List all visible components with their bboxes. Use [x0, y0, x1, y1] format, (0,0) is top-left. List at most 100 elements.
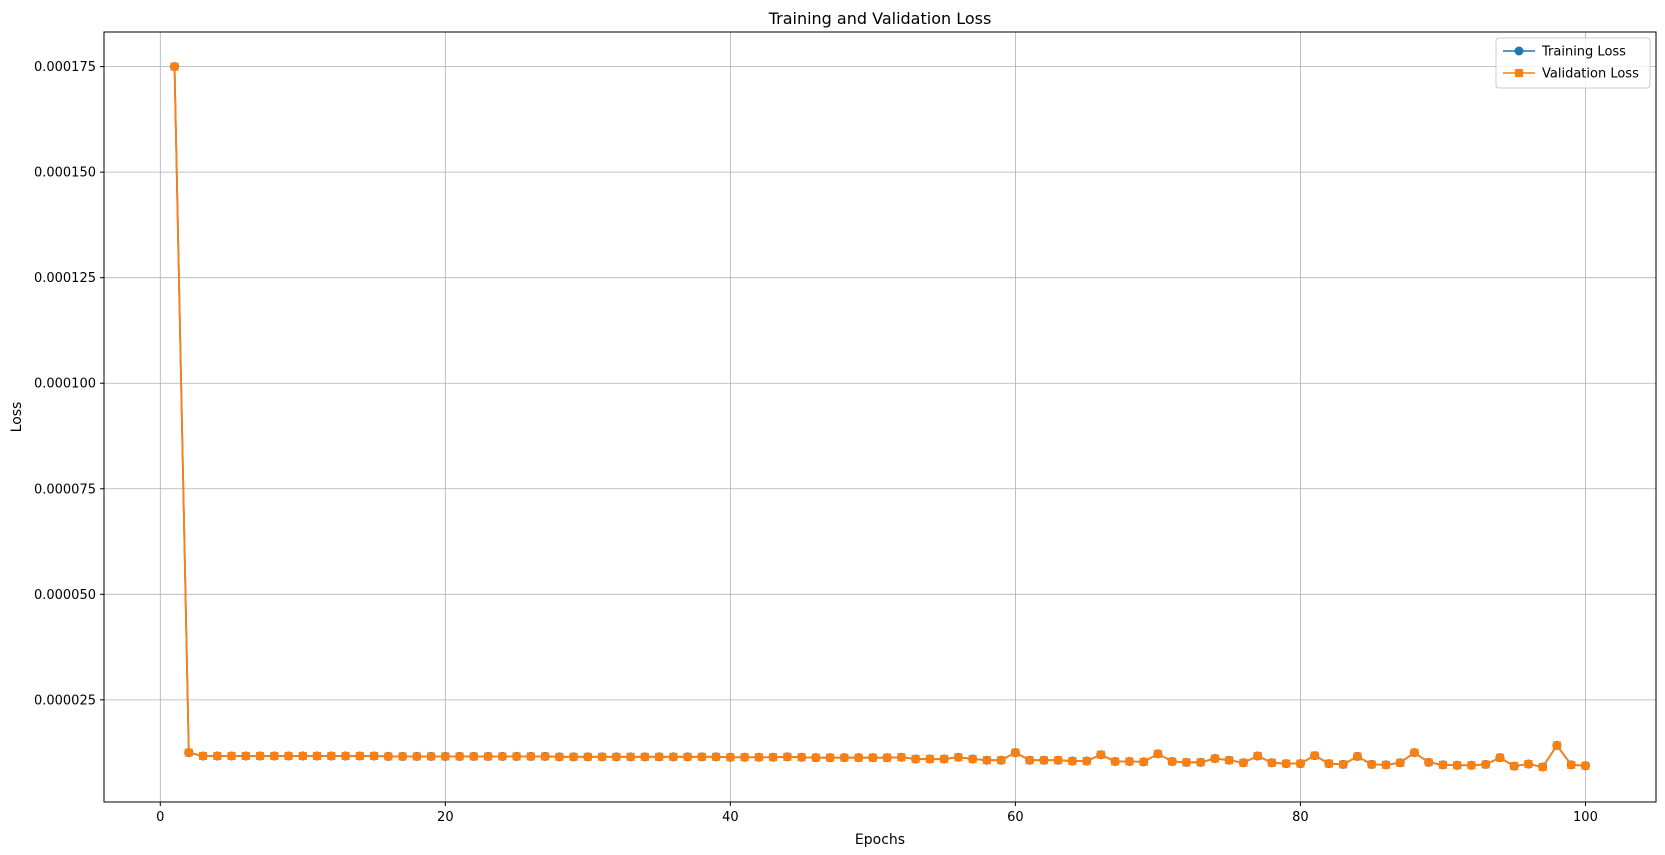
series-layer: [170, 62, 1590, 772]
validation-loss-point: [583, 752, 592, 761]
x-axis-label: Epochs: [855, 832, 905, 848]
validation-loss-point: [1225, 756, 1234, 765]
validation-loss-point: [427, 752, 436, 761]
validation-loss-point: [1552, 741, 1561, 750]
validation-loss-point: [184, 748, 193, 757]
x-tick-label: 100: [1573, 810, 1598, 825]
validation-loss-point: [313, 751, 322, 760]
y-tick-label: 0.000125: [34, 271, 96, 286]
validation-loss-point: [1168, 757, 1177, 766]
validation-loss-point: [697, 752, 706, 761]
validation-loss-point: [826, 753, 835, 762]
validation-loss-point: [256, 751, 265, 760]
validation-loss-point: [612, 752, 621, 761]
validation-loss-point: [398, 752, 407, 761]
validation-loss-point: [726, 753, 735, 762]
legend-validation-label: Validation Loss: [1542, 67, 1639, 82]
chart-title: Training and Validation Loss: [768, 9, 992, 28]
legend-validation-marker: [1515, 69, 1523, 77]
x-tick-label: 80: [1292, 810, 1309, 825]
legend-training-label: Training Loss: [1541, 45, 1626, 60]
validation-loss-point: [370, 751, 379, 760]
validation-loss-point: [1524, 760, 1533, 769]
validation-loss-point: [384, 752, 393, 761]
validation-loss-point: [1310, 751, 1319, 760]
plot-frame: [103, 31, 1657, 803]
axis-ticks: 0 20 40 60 80 100 0.000025 0.000050 0.000075 0.00…: [34, 60, 1598, 825]
validation-loss-point: [1324, 759, 1333, 768]
validation-loss-point: [1025, 756, 1034, 765]
validation-loss-point: [455, 752, 464, 761]
validation-loss-point: [1125, 757, 1134, 766]
x-tick-label: 20: [437, 810, 454, 825]
validation-loss-point: [1068, 757, 1077, 766]
validation-loss-point: [1253, 751, 1262, 760]
x-tick-label: 0: [156, 810, 164, 825]
validation-loss-point: [227, 751, 236, 760]
validation-loss-point: [897, 753, 906, 762]
validation-loss-point: [1282, 759, 1291, 768]
validation-loss-point: [270, 751, 279, 760]
validation-loss-line: [173, 66, 1586, 768]
validation-loss-point: [213, 751, 222, 760]
validation-loss-point: [569, 752, 578, 761]
validation-loss-point: [441, 752, 450, 761]
validation-loss-point: [982, 756, 991, 765]
validation-loss-point: [170, 62, 179, 71]
y-axis-label: Loss: [9, 402, 25, 433]
validation-loss-point: [355, 751, 364, 760]
validation-loss-point: [1510, 762, 1519, 771]
validation-loss-point: [1438, 760, 1447, 769]
validation-loss-point: [284, 751, 293, 760]
validation-loss-point: [1054, 756, 1063, 765]
validation-loss-point: [1495, 753, 1504, 762]
y-tick-label: 0.000025: [34, 693, 96, 708]
validation-loss-point: [769, 753, 778, 762]
validation-loss-point: [868, 753, 877, 762]
validation-loss-point: [1182, 758, 1191, 767]
validation-loss-point: [1039, 756, 1048, 765]
validation-loss-point: [1239, 758, 1248, 767]
y-tick-label: 0.000175: [34, 60, 96, 75]
validation-loss-point: [1581, 761, 1590, 770]
validation-loss-point: [683, 752, 692, 761]
validation-loss-point: [1367, 760, 1376, 769]
validation-loss-point: [783, 752, 792, 761]
validation-loss-point: [754, 753, 763, 762]
validation-loss-point: [712, 752, 721, 761]
validation-loss-point: [1096, 750, 1105, 759]
validation-loss-point: [1082, 757, 1091, 766]
validation-loss-point: [1410, 748, 1419, 757]
validation-loss-point: [925, 754, 934, 763]
validation-loss-point: [1567, 760, 1576, 769]
validation-loss-point: [1153, 749, 1162, 758]
validation-loss-point: [954, 753, 963, 762]
validation-loss-point: [1339, 760, 1348, 769]
validation-loss-point: [1267, 758, 1276, 767]
validation-loss-point: [298, 751, 307, 760]
validation-loss-point: [811, 753, 820, 762]
validation-loss-point: [1453, 761, 1462, 770]
validation-loss-point: [526, 752, 535, 761]
validation-loss-point: [1381, 760, 1390, 769]
validation-loss-point: [241, 751, 250, 760]
validation-loss-point: [669, 752, 678, 761]
validation-loss-point: [541, 752, 550, 761]
validation-loss-point: [640, 752, 649, 761]
validation-loss-point: [840, 753, 849, 762]
validation-loss-point: [327, 751, 336, 760]
validation-loss-point: [740, 753, 749, 762]
validation-loss-point: [598, 752, 607, 761]
validation-loss-point: [341, 751, 350, 760]
validation-loss-point: [1196, 758, 1205, 767]
validation-loss-point: [883, 753, 892, 762]
validation-loss-point: [1396, 758, 1405, 767]
validation-loss-point: [940, 754, 949, 763]
validation-loss-point: [512, 752, 521, 761]
validation-loss-point: [1353, 752, 1362, 761]
legend-training-marker: [1514, 46, 1524, 56]
y-tick-label: 0.000075: [34, 482, 96, 497]
x-tick-label: 40: [722, 810, 739, 825]
